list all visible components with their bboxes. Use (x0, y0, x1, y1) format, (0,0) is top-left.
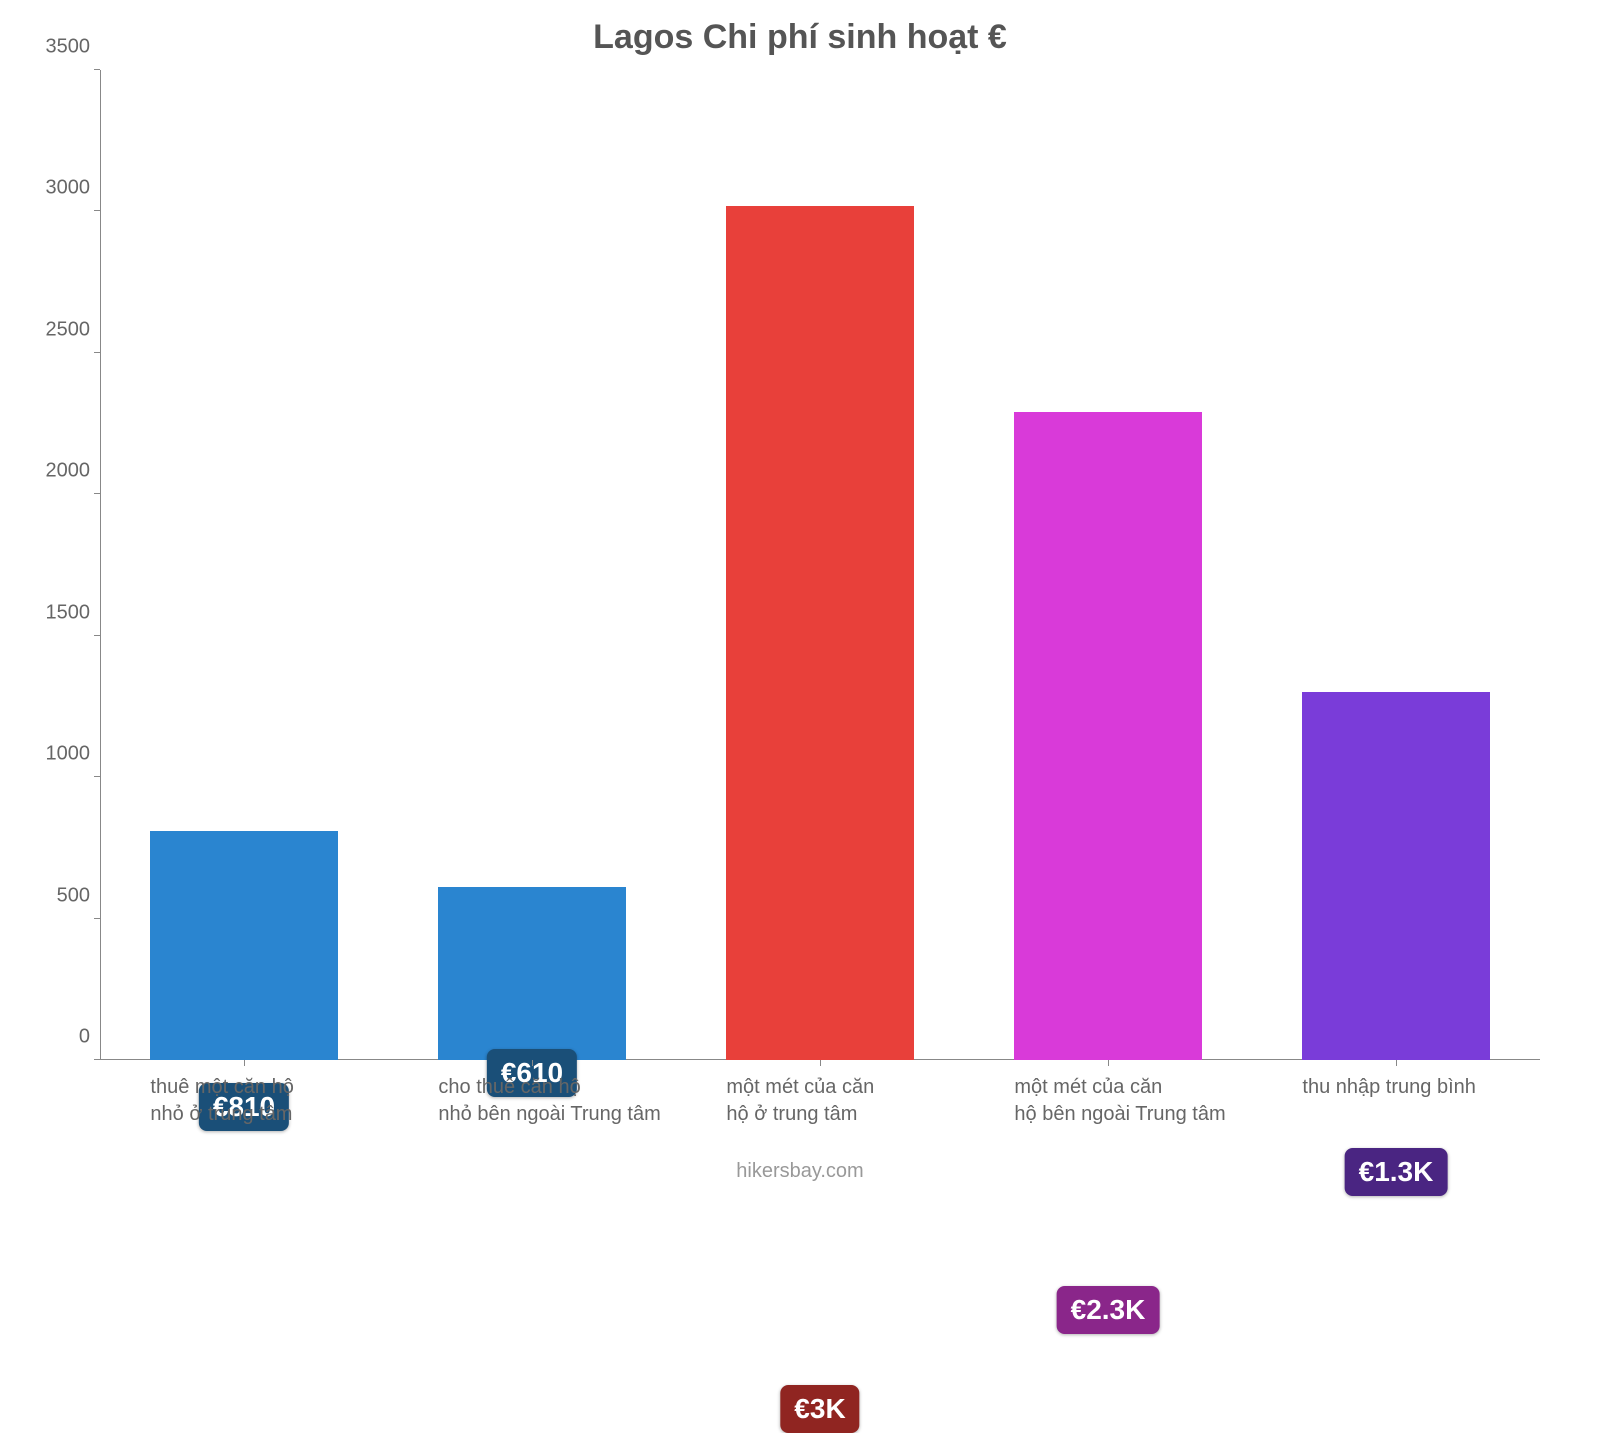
bar-value-badge: €2.3K (1057, 1286, 1160, 1334)
x-category-label: một mét của cănhộ bên ngoài Trung tâm (1014, 1060, 1288, 1128)
x-tick-mark (244, 1060, 245, 1066)
y-tick-label: 0 (79, 1026, 100, 1049)
y-tick-mark (94, 635, 100, 636)
bar: €2.3K (1014, 412, 1201, 1060)
y-tick-mark (94, 1059, 100, 1060)
bar: €610 (438, 887, 625, 1060)
y-tick-mark (94, 69, 100, 70)
y-tick-label: 2000 (46, 460, 101, 483)
x-category-label: thuê một căn hộnhỏ ở trung tâm (150, 1060, 424, 1128)
bar: €810 (150, 831, 337, 1060)
x-category-label: thu nhập trung bình (1302, 1060, 1576, 1101)
y-tick-mark (94, 352, 100, 353)
y-tick-label: 1000 (46, 743, 101, 766)
y-tick-label: 1500 (46, 601, 101, 624)
y-axis-line (100, 70, 101, 1060)
y-tick-label: 3500 (46, 36, 101, 59)
y-tick-label: 2500 (46, 318, 101, 341)
y-tick-mark (94, 493, 100, 494)
y-tick-label: 500 (57, 884, 100, 907)
y-tick-mark (94, 918, 100, 919)
x-tick-mark (1108, 1060, 1109, 1066)
x-tick-mark (820, 1060, 821, 1066)
bar: €3K (726, 206, 913, 1060)
chart-title: Lagos Chi phí sinh hoạt € (0, 18, 1600, 57)
x-category-label: cho thuê căn hộnhỏ bên ngoài Trung tâm (438, 1060, 712, 1128)
plot-area: 0500100015002000250030003500€810thuê một… (100, 70, 1540, 1060)
chart-container: Lagos Chi phí sinh hoạt € 05001000150020… (0, 0, 1600, 1200)
y-tick-mark (94, 776, 100, 777)
y-tick-label: 3000 (46, 177, 101, 200)
x-category-label: một mét của cănhộ ở trung tâm (726, 1060, 1000, 1128)
y-tick-mark (94, 210, 100, 211)
chart-footer: hikersbay.com (0, 1160, 1600, 1183)
bar: €1.3K (1302, 692, 1489, 1060)
x-tick-mark (1396, 1060, 1397, 1066)
bar-value-badge: €3K (780, 1385, 859, 1433)
x-tick-mark (532, 1060, 533, 1066)
